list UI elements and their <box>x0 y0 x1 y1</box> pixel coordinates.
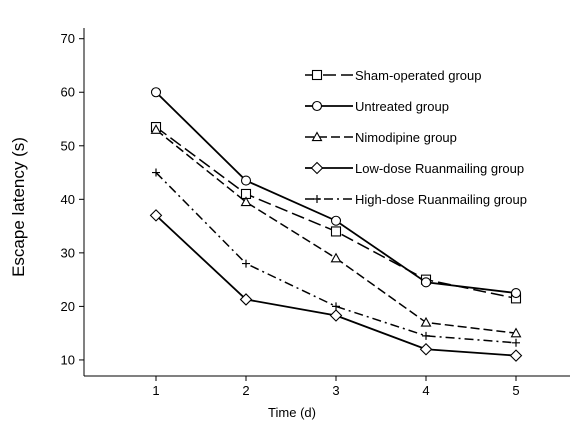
y-tick-label: 10 <box>61 352 75 367</box>
legend: Sham-operated group Untreated group Nimodi… <box>305 68 527 207</box>
legend-entry: High-dose Ruanmailing group <box>305 192 527 207</box>
y-tick-label: 70 <box>61 31 75 46</box>
data-point <box>329 309 343 322</box>
y-tick-label: 20 <box>61 299 75 314</box>
legend-entry: Sham-operated group <box>305 68 481 83</box>
data-point <box>239 293 253 306</box>
data-point <box>150 124 162 134</box>
legend-label: Sham-operated group <box>355 68 481 83</box>
axes: 10 20 30 40 50 60 70 1 2 3 4 5 <box>61 28 570 398</box>
data-point <box>420 316 432 327</box>
y-tick-label: 30 <box>61 245 75 260</box>
legend-label: Untreated group <box>355 99 449 114</box>
x-tick-label: 2 <box>242 383 249 398</box>
series-3 <box>150 124 522 338</box>
legend-marker <box>311 69 323 81</box>
legend-label: Nimodipine group <box>355 130 457 145</box>
y-tick-label: 50 <box>61 138 75 153</box>
x-tick-label: 1 <box>152 383 159 398</box>
legend-marker <box>310 161 324 175</box>
data-point <box>422 331 430 340</box>
data-point <box>332 302 340 311</box>
data-point <box>240 175 252 186</box>
legend-entry: Low-dose Ruanmailing group <box>305 161 524 176</box>
x-axis-label: Time (d) <box>268 405 316 420</box>
y-tick-label: 40 <box>61 192 75 207</box>
x-tick-label: 5 <box>512 383 519 398</box>
data-point <box>510 327 522 338</box>
data-point <box>152 168 160 177</box>
data-point <box>150 87 162 98</box>
data-point <box>149 209 163 222</box>
series-line <box>155 126 517 300</box>
data-point <box>242 259 250 268</box>
series-4 <box>149 209 523 362</box>
x-tick-label: 4 <box>422 383 429 398</box>
legend-entry: Nimodipine group <box>305 130 457 145</box>
legend-marker <box>313 195 321 203</box>
data-point <box>512 338 520 347</box>
y-tick-label: 60 <box>61 85 75 100</box>
data-point <box>330 226 342 237</box>
data-point <box>510 287 522 299</box>
y-axis-label: Escape latency (s) <box>9 137 28 277</box>
data-point <box>419 342 433 356</box>
series-5 <box>152 168 520 347</box>
data-point <box>420 277 432 288</box>
series-2 <box>150 87 522 299</box>
legend-marker <box>311 100 323 112</box>
legend-label: Low-dose Ruanmailing group <box>355 161 524 176</box>
legend-entry: Untreated group <box>305 99 449 114</box>
series-layer <box>149 87 523 362</box>
data-point <box>330 215 342 226</box>
legend-label: High-dose Ruanmailing group <box>355 192 527 207</box>
data-point <box>240 196 252 207</box>
legend-marker <box>311 131 323 142</box>
series-1 <box>150 121 522 304</box>
data-point <box>330 252 342 263</box>
data-point <box>509 349 523 362</box>
x-tick-label: 3 <box>332 383 339 398</box>
